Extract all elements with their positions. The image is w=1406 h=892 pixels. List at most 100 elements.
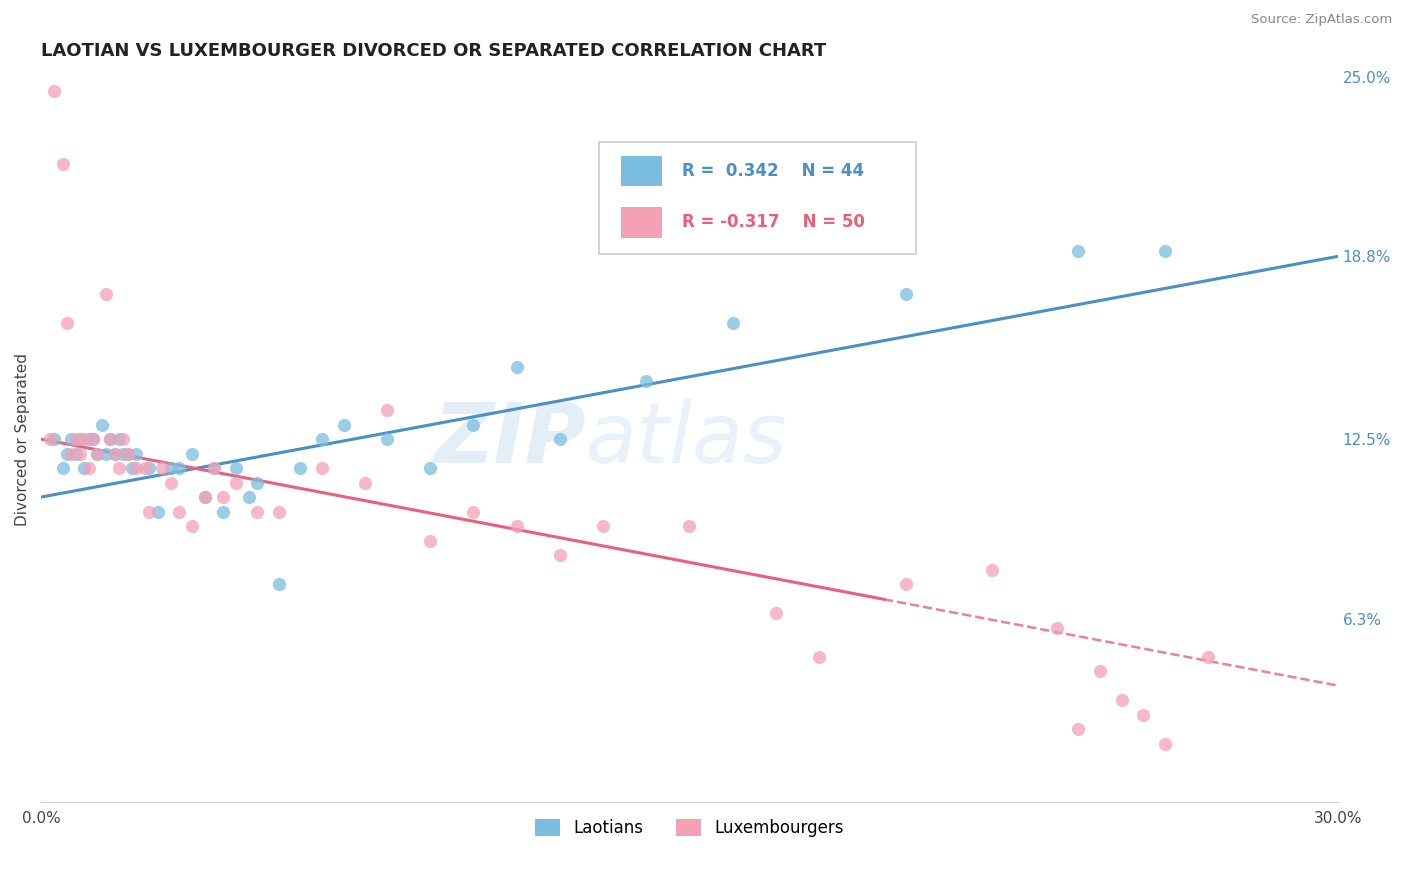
Point [103, 447, 125, 461]
Point [1197, 649, 1219, 664]
Point [94, 447, 117, 461]
Point [311, 432, 333, 446]
Point [86, 447, 108, 461]
Point [56, 316, 79, 330]
Text: Source: ZipAtlas.com: Source: ZipAtlas.com [1251, 13, 1392, 27]
Point [1088, 664, 1111, 678]
Point [194, 490, 217, 504]
Point [246, 505, 269, 519]
Point [202, 461, 225, 475]
Point [1132, 707, 1154, 722]
Point [765, 606, 787, 620]
Point [678, 519, 700, 533]
Point [419, 533, 441, 548]
Point [134, 461, 156, 475]
Point [194, 490, 217, 504]
Point [125, 447, 148, 461]
Point [354, 475, 377, 490]
Point [146, 505, 169, 519]
Y-axis label: Divorced or Separated: Divorced or Separated [15, 352, 30, 525]
Point [548, 432, 571, 446]
Point [108, 432, 131, 446]
Point [52, 461, 75, 475]
Point [69, 447, 91, 461]
Point [505, 359, 527, 374]
Point [463, 505, 485, 519]
Point [181, 447, 204, 461]
Point [211, 490, 233, 504]
Point [98, 432, 121, 446]
Point [290, 461, 312, 475]
Text: ZIP: ZIP [433, 399, 586, 480]
Point [125, 461, 148, 475]
Point [202, 461, 225, 475]
Point [138, 505, 160, 519]
Point [73, 461, 96, 475]
Point [246, 475, 269, 490]
Point [375, 403, 398, 417]
Point [73, 432, 96, 446]
Text: R = -0.317    N = 50: R = -0.317 N = 50 [682, 213, 865, 231]
Text: atlas: atlas [586, 399, 787, 480]
Point [112, 447, 135, 461]
Point [42, 84, 65, 98]
Bar [620, 155, 662, 186]
Point [56, 447, 79, 461]
Text: R =  0.342    N = 44: R = 0.342 N = 44 [682, 161, 863, 180]
Point [332, 417, 354, 432]
Point [894, 577, 917, 591]
Point [82, 432, 104, 446]
Point [60, 447, 83, 461]
Point [38, 432, 60, 446]
Point [1154, 244, 1177, 258]
Point [375, 432, 398, 446]
Point [1067, 244, 1090, 258]
Point [42, 432, 65, 446]
Point [65, 432, 87, 446]
Point [1154, 737, 1177, 751]
Point [1046, 621, 1069, 635]
Point [211, 505, 233, 519]
Point [463, 417, 485, 432]
Point [225, 461, 247, 475]
Text: LAOTIAN VS LUXEMBOURGER DIVORCED OR SEPARATED CORRELATION CHART: LAOTIAN VS LUXEMBOURGER DIVORCED OR SEPA… [41, 42, 827, 60]
Point [82, 432, 104, 446]
Point [94, 287, 117, 301]
Point [112, 432, 135, 446]
Point [60, 432, 83, 446]
FancyBboxPatch shape [599, 142, 917, 254]
Point [52, 156, 75, 170]
Point [419, 461, 441, 475]
Point [267, 577, 290, 591]
Point [103, 447, 125, 461]
Point [77, 432, 100, 446]
Point [311, 461, 333, 475]
Point [121, 461, 143, 475]
Point [636, 374, 658, 388]
Point [98, 432, 121, 446]
Point [1067, 722, 1090, 736]
Point [69, 432, 91, 446]
Point [225, 475, 247, 490]
Point [548, 548, 571, 562]
Point [894, 287, 917, 301]
Point [65, 447, 87, 461]
Point [159, 475, 181, 490]
Point [981, 563, 1004, 577]
Point [117, 447, 139, 461]
Legend: Laotians, Luxembourgers: Laotians, Luxembourgers [529, 813, 851, 844]
Point [238, 490, 260, 504]
Point [592, 519, 614, 533]
Point [138, 461, 160, 475]
Point [150, 461, 173, 475]
Point [808, 649, 831, 664]
Point [169, 505, 191, 519]
Point [77, 461, 100, 475]
Point [267, 505, 290, 519]
Point [1111, 693, 1133, 707]
Point [181, 519, 204, 533]
Point [159, 461, 181, 475]
Point [169, 461, 191, 475]
Point [721, 316, 744, 330]
Point [117, 447, 139, 461]
